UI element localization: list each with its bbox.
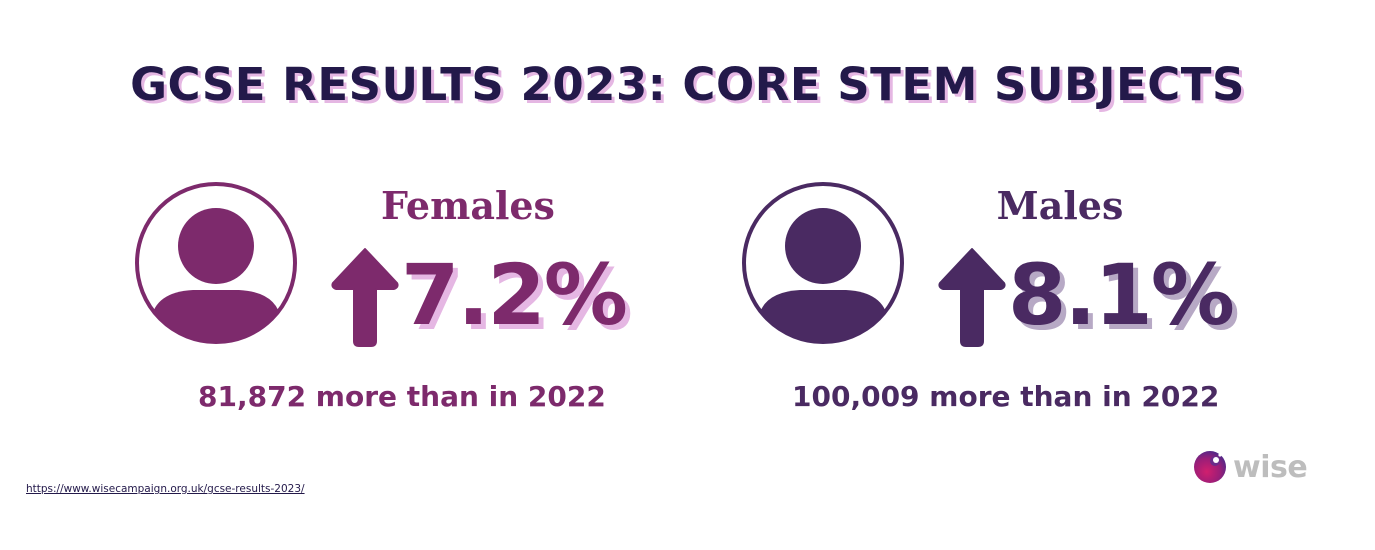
person-avatar-icon <box>742 182 904 344</box>
wise-logo-icon <box>1194 451 1226 483</box>
females-panel: Females 7.2% 81,872 more than in 2022 <box>133 175 653 425</box>
arrow-up-icon <box>331 248 399 347</box>
males-panel: Males 8.1% 100,009 more than in 2022 <box>740 175 1260 425</box>
wise-logo: wise <box>1193 449 1308 485</box>
males-change-value: 8.1% <box>1008 246 1235 344</box>
females-caption: 81,872 more than in 2022 <box>198 380 606 413</box>
arrow-up-icon <box>938 248 1006 347</box>
source-link[interactable]: https://www.wisecampaign.org.uk/gcse-res… <box>26 483 305 495</box>
page-title: GCSE RESULTS 2023: CORE STEM SUBJECTS <box>130 58 1245 111</box>
females-change-value: 7.2% <box>401 246 628 344</box>
males-caption: 100,009 more than in 2022 <box>792 380 1220 413</box>
wise-logo-text: wise <box>1233 449 1308 485</box>
person-avatar-icon <box>135 182 297 344</box>
males-label: Males <box>996 183 1124 228</box>
females-label: Females <box>381 183 555 228</box>
